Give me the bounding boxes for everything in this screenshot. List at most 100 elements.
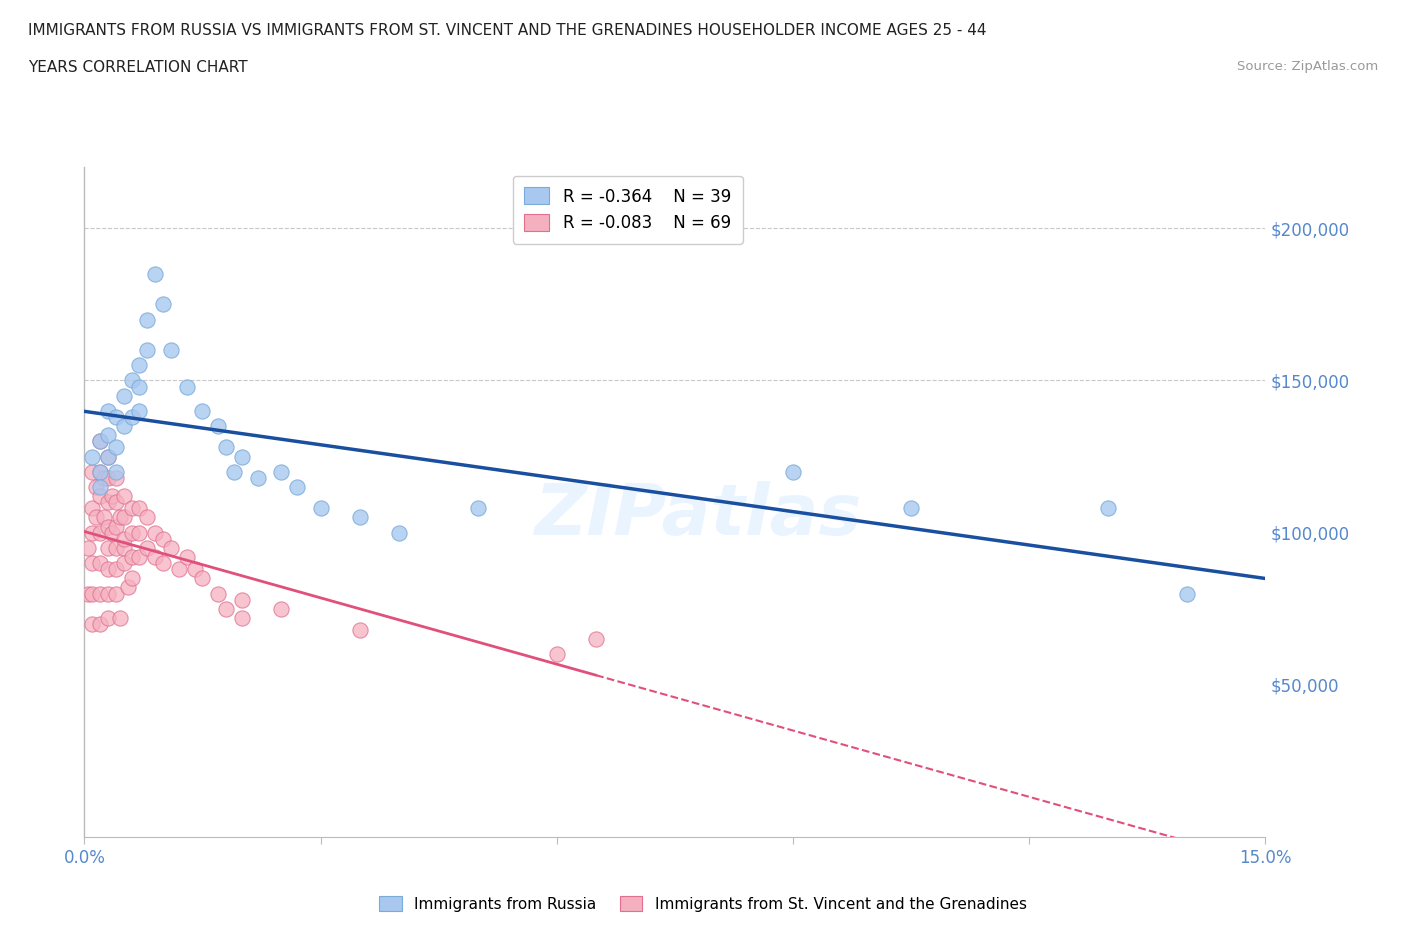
Point [82, 617, 104, 631]
Point [89, 525, 111, 540]
Point [167, 562, 190, 577]
Point [104, 586, 127, 601]
Point [82, 501, 104, 516]
Point [585, 631, 607, 646]
Legend: R = -0.364    N = 39, R = -0.083    N = 69: R = -0.364 N = 39, R = -0.083 N = 69 [513, 176, 742, 244]
Point [121, 373, 143, 388]
Point [112, 488, 135, 503]
Point [349, 622, 371, 637]
Point [104, 440, 127, 455]
Point [121, 550, 143, 565]
Point [191, 571, 214, 586]
Point [104, 540, 127, 555]
Point [101, 488, 124, 503]
Point [77, 540, 100, 555]
Point [143, 550, 166, 565]
Point [121, 525, 143, 540]
Point [176, 379, 198, 394]
Text: Source: ZipAtlas.com: Source: ZipAtlas.com [1237, 60, 1378, 73]
Point [900, 501, 922, 516]
Point [93, 510, 115, 525]
Point [84, 510, 107, 525]
Point [231, 592, 253, 607]
Point [104, 519, 127, 534]
Point [97, 495, 120, 510]
Point [136, 510, 159, 525]
Point [136, 342, 159, 357]
Point [246, 471, 269, 485]
Point [112, 388, 135, 403]
Point [128, 358, 150, 373]
Point [128, 379, 150, 394]
Point [160, 342, 183, 357]
Point [121, 501, 143, 516]
Point [143, 267, 166, 282]
Text: ZIPatlas: ZIPatlas [534, 481, 862, 550]
Point [89, 555, 111, 570]
Point [160, 540, 183, 555]
Point [97, 449, 120, 464]
Point [136, 312, 159, 327]
Point [152, 555, 174, 570]
Point [112, 418, 135, 433]
Point [270, 602, 292, 617]
Point [112, 540, 135, 555]
Point [215, 440, 238, 455]
Point [82, 464, 104, 479]
Point [128, 501, 150, 516]
Point [82, 449, 104, 464]
Point [97, 449, 120, 464]
Point [183, 562, 205, 577]
Point [89, 464, 111, 479]
Point [207, 418, 229, 433]
Point [89, 464, 111, 479]
Point [128, 550, 150, 565]
Point [546, 647, 568, 662]
Point [191, 404, 214, 418]
Point [82, 586, 104, 601]
Point [136, 540, 159, 555]
Text: IMMIGRANTS FROM RUSSIA VS IMMIGRANTS FROM ST. VINCENT AND THE GRENADINES HOUSEHO: IMMIGRANTS FROM RUSSIA VS IMMIGRANTS FRO… [28, 23, 987, 38]
Point [121, 571, 143, 586]
Point [349, 510, 371, 525]
Point [93, 471, 115, 485]
Point [231, 449, 253, 464]
Legend: Immigrants from Russia, Immigrants from St. Vincent and the Grenadines: Immigrants from Russia, Immigrants from … [373, 889, 1033, 918]
Point [89, 434, 111, 449]
Point [1097, 501, 1119, 516]
Point [231, 610, 253, 625]
Point [97, 519, 120, 534]
Point [285, 480, 308, 495]
Point [89, 586, 111, 601]
Point [782, 464, 804, 479]
Point [152, 531, 174, 546]
Point [104, 464, 127, 479]
Point [108, 610, 131, 625]
Point [108, 510, 131, 525]
Point [89, 434, 111, 449]
Point [97, 540, 120, 555]
Point [112, 555, 135, 570]
Point [104, 495, 127, 510]
Point [215, 602, 238, 617]
Point [97, 610, 120, 625]
Point [112, 510, 135, 525]
Point [82, 525, 104, 540]
Point [104, 409, 127, 424]
Point [84, 480, 107, 495]
Point [101, 525, 124, 540]
Point [176, 550, 198, 565]
Point [77, 586, 100, 601]
Point [82, 555, 104, 570]
Point [1175, 586, 1198, 601]
Point [89, 480, 111, 495]
Point [97, 428, 120, 443]
Point [121, 409, 143, 424]
Point [89, 488, 111, 503]
Point [104, 562, 127, 577]
Text: YEARS CORRELATION CHART: YEARS CORRELATION CHART [28, 60, 247, 75]
Point [97, 471, 120, 485]
Point [388, 525, 411, 540]
Point [104, 471, 127, 485]
Point [467, 501, 489, 516]
